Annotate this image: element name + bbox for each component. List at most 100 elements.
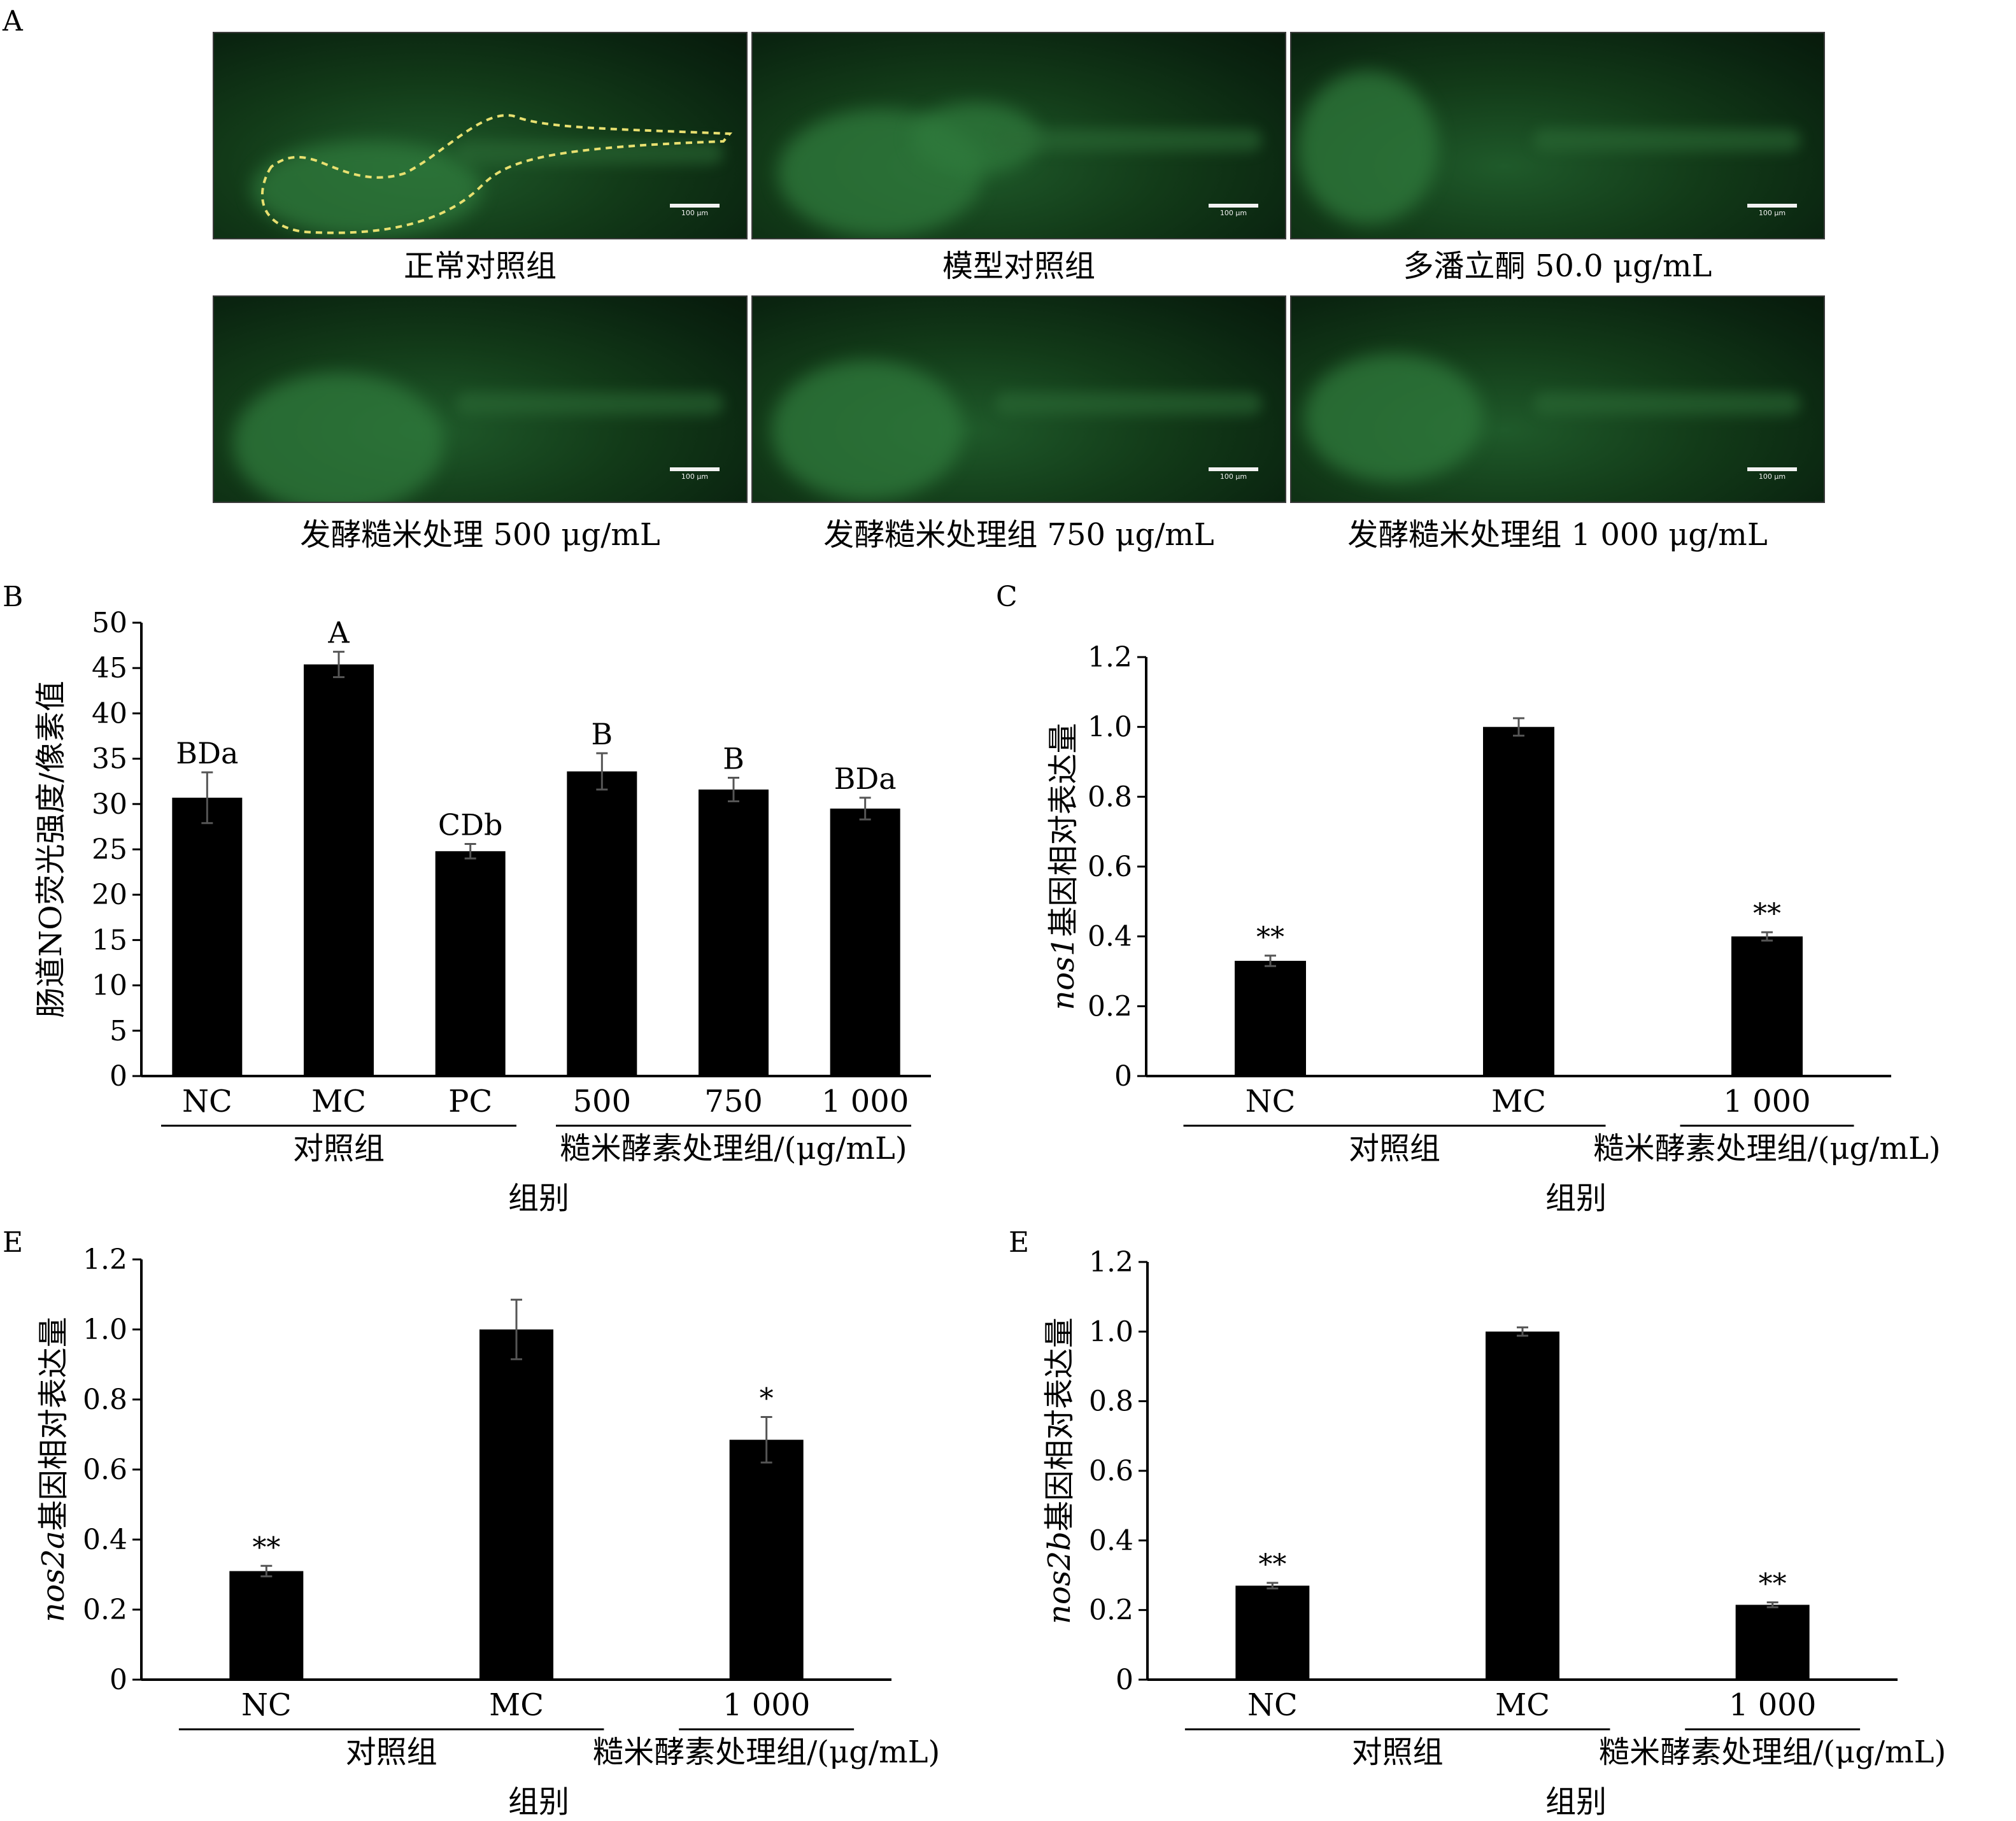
- bar: [830, 808, 900, 1076]
- x-tick-label: MC: [489, 1687, 544, 1723]
- x-tick-label: PC: [448, 1084, 492, 1119]
- y-tick-label: 25: [92, 833, 127, 866]
- x-tick-label: 1 000: [1729, 1687, 1816, 1723]
- scale-bar-line: [670, 204, 720, 208]
- x-axis-label: 组别: [508, 1180, 569, 1216]
- y-axis-label-text: 基因相对表达量: [36, 1317, 71, 1531]
- micrograph-caption: 发酵糙米处理组 750 μg/mL: [823, 517, 1214, 553]
- panel-letter: B: [3, 581, 23, 613]
- y-tick-label: 0.8: [1088, 781, 1132, 813]
- bar: [699, 790, 769, 1076]
- y-tick-label: 5: [110, 1015, 127, 1047]
- x-tick-label: 1 000: [723, 1687, 810, 1723]
- x-axis-label: 组别: [1545, 1784, 1607, 1820]
- bar: [229, 1571, 304, 1680]
- y-axis-label: nos1基因相对表达量: [1046, 723, 1081, 1010]
- zebrafish-fluorescence-image: 100 μm: [1290, 32, 1825, 239]
- y-tick-label: 0.8: [83, 1384, 127, 1416]
- bar: [304, 664, 374, 1076]
- y-tick-label: 30: [92, 788, 127, 821]
- scale-bar: 100 μm: [670, 467, 720, 486]
- group-label: 糙米酵素处理组/(μg/mL): [1599, 1734, 1946, 1770]
- group-label: 对照组: [1349, 1131, 1440, 1166]
- scale-bar: 100 μm: [670, 204, 720, 223]
- bar: [1235, 961, 1306, 1076]
- scale-bar: 100 μm: [1747, 467, 1797, 486]
- y-tick-label: 0.2: [83, 1594, 127, 1626]
- intestine-tail-region: [1533, 392, 1801, 415]
- panel-letter: C: [996, 581, 1018, 613]
- scale-bar-label: 100 μm: [1219, 209, 1247, 217]
- bar: [479, 1329, 553, 1680]
- bar: [567, 771, 637, 1076]
- y-tick-label: 0.6: [1088, 851, 1132, 883]
- scale-bar-line: [1747, 204, 1797, 208]
- micrograph-caption: 发酵糙米处理组 1 000 μg/mL: [1347, 517, 1768, 553]
- significance-label: CDb: [438, 807, 503, 842]
- y-tick-label: 0: [1114, 1060, 1132, 1093]
- intestine-tail-region: [456, 392, 723, 415]
- y-tick-label: 0: [1116, 1664, 1133, 1696]
- scale-bar-label: 100 μm: [1758, 472, 1786, 481]
- x-tick-label: NC: [182, 1084, 232, 1119]
- y-axis-label: nos2a基因相对表达量: [36, 1317, 71, 1622]
- fluorescence-region: [1304, 354, 1482, 481]
- panel-letter: E: [3, 1226, 23, 1259]
- y-axis-label: 肠道NO荧光强度/像素值: [33, 681, 69, 1018]
- significance-label: **: [1258, 1548, 1286, 1581]
- significance-label: BDa: [176, 736, 238, 770]
- group-label: 糙米酵素处理组/(μg/mL): [1593, 1131, 1940, 1166]
- bar: [1486, 1331, 1559, 1680]
- group-label: 糙米酵素处理组/(μg/mL): [593, 1734, 940, 1770]
- scale-bar-label: 100 μm: [1758, 209, 1786, 217]
- x-tick-label: 1 000: [1723, 1084, 1810, 1119]
- bar: [1735, 1605, 1810, 1680]
- significance-label: B: [723, 742, 744, 776]
- y-tick-label: 0.4: [1089, 1524, 1133, 1557]
- y-tick-label: 0.4: [83, 1524, 127, 1556]
- scale-bar-line: [670, 467, 720, 471]
- y-tick-label: 0.8: [1089, 1385, 1133, 1418]
- micrograph-caption: 多潘立酮 50.0 μg/mL: [1403, 248, 1712, 284]
- zebrafish-fluorescence-image: 100 μm: [1290, 295, 1825, 503]
- significance-label: **: [1256, 921, 1284, 954]
- intestine-outline: [261, 114, 733, 234]
- scale-bar: 100 μm: [1747, 204, 1797, 223]
- x-axis-label: 组别: [1545, 1180, 1607, 1216]
- x-tick-label: 750: [704, 1084, 763, 1119]
- y-tick-label: 0: [110, 1664, 127, 1696]
- zebrafish-fluorescence-image: 100 μm: [213, 32, 748, 239]
- bar: [729, 1440, 804, 1680]
- y-tick-label: 0.6: [83, 1454, 127, 1486]
- x-tick-label: MC: [1495, 1687, 1550, 1723]
- scale-bar-line: [1209, 467, 1258, 471]
- y-tick-label: 0.6: [1089, 1455, 1133, 1487]
- bar: [435, 851, 506, 1076]
- y-axis-label: nos2b基因相对表达量: [1042, 1317, 1077, 1624]
- panel-a-letter: A: [3, 5, 23, 38]
- zebrafish-fluorescence-image: 100 μm: [751, 295, 1286, 503]
- scale-bar-label: 100 μm: [681, 472, 709, 481]
- y-tick-label: 1.0: [1089, 1315, 1133, 1348]
- bar: [172, 797, 243, 1076]
- y-tick-label: 0.2: [1089, 1594, 1133, 1627]
- chart-b: B 0 5 10 15 20 25 30 35 40 45 50 BDa NC A MC CDb PC B 500 B 7…: [3, 581, 931, 1216]
- group-label: 对照组: [1352, 1734, 1444, 1770]
- x-tick-label: MC: [1491, 1084, 1546, 1119]
- panel-letter: E: [1009, 1226, 1029, 1259]
- group-label: 对照组: [293, 1131, 385, 1166]
- intestine-tail-region: [1533, 129, 1801, 152]
- chart-e-nos2b: E 0 0.2 0.4 0.6 0.8 1.0 1.2 ** NC MC ** 1 000 对照组 糙米酵素…: [1009, 1226, 1946, 1820]
- y-tick-label: 20: [92, 879, 127, 911]
- scale-bar: 100 μm: [1209, 467, 1258, 486]
- significance-label: B: [591, 717, 613, 751]
- group-label: 对照组: [346, 1734, 437, 1770]
- micrograph-caption: 正常对照组: [403, 248, 557, 284]
- y-tick-label: 1.0: [83, 1314, 127, 1346]
- y-tick-label: 1.2: [1089, 1246, 1133, 1279]
- bar: [1235, 1585, 1310, 1680]
- y-axis-label-gene: nos1: [1046, 937, 1081, 1010]
- x-tick-label: 500: [573, 1084, 632, 1119]
- intestine-tail-region: [995, 129, 1262, 152]
- y-axis-label-gene: nos2a: [36, 1531, 71, 1622]
